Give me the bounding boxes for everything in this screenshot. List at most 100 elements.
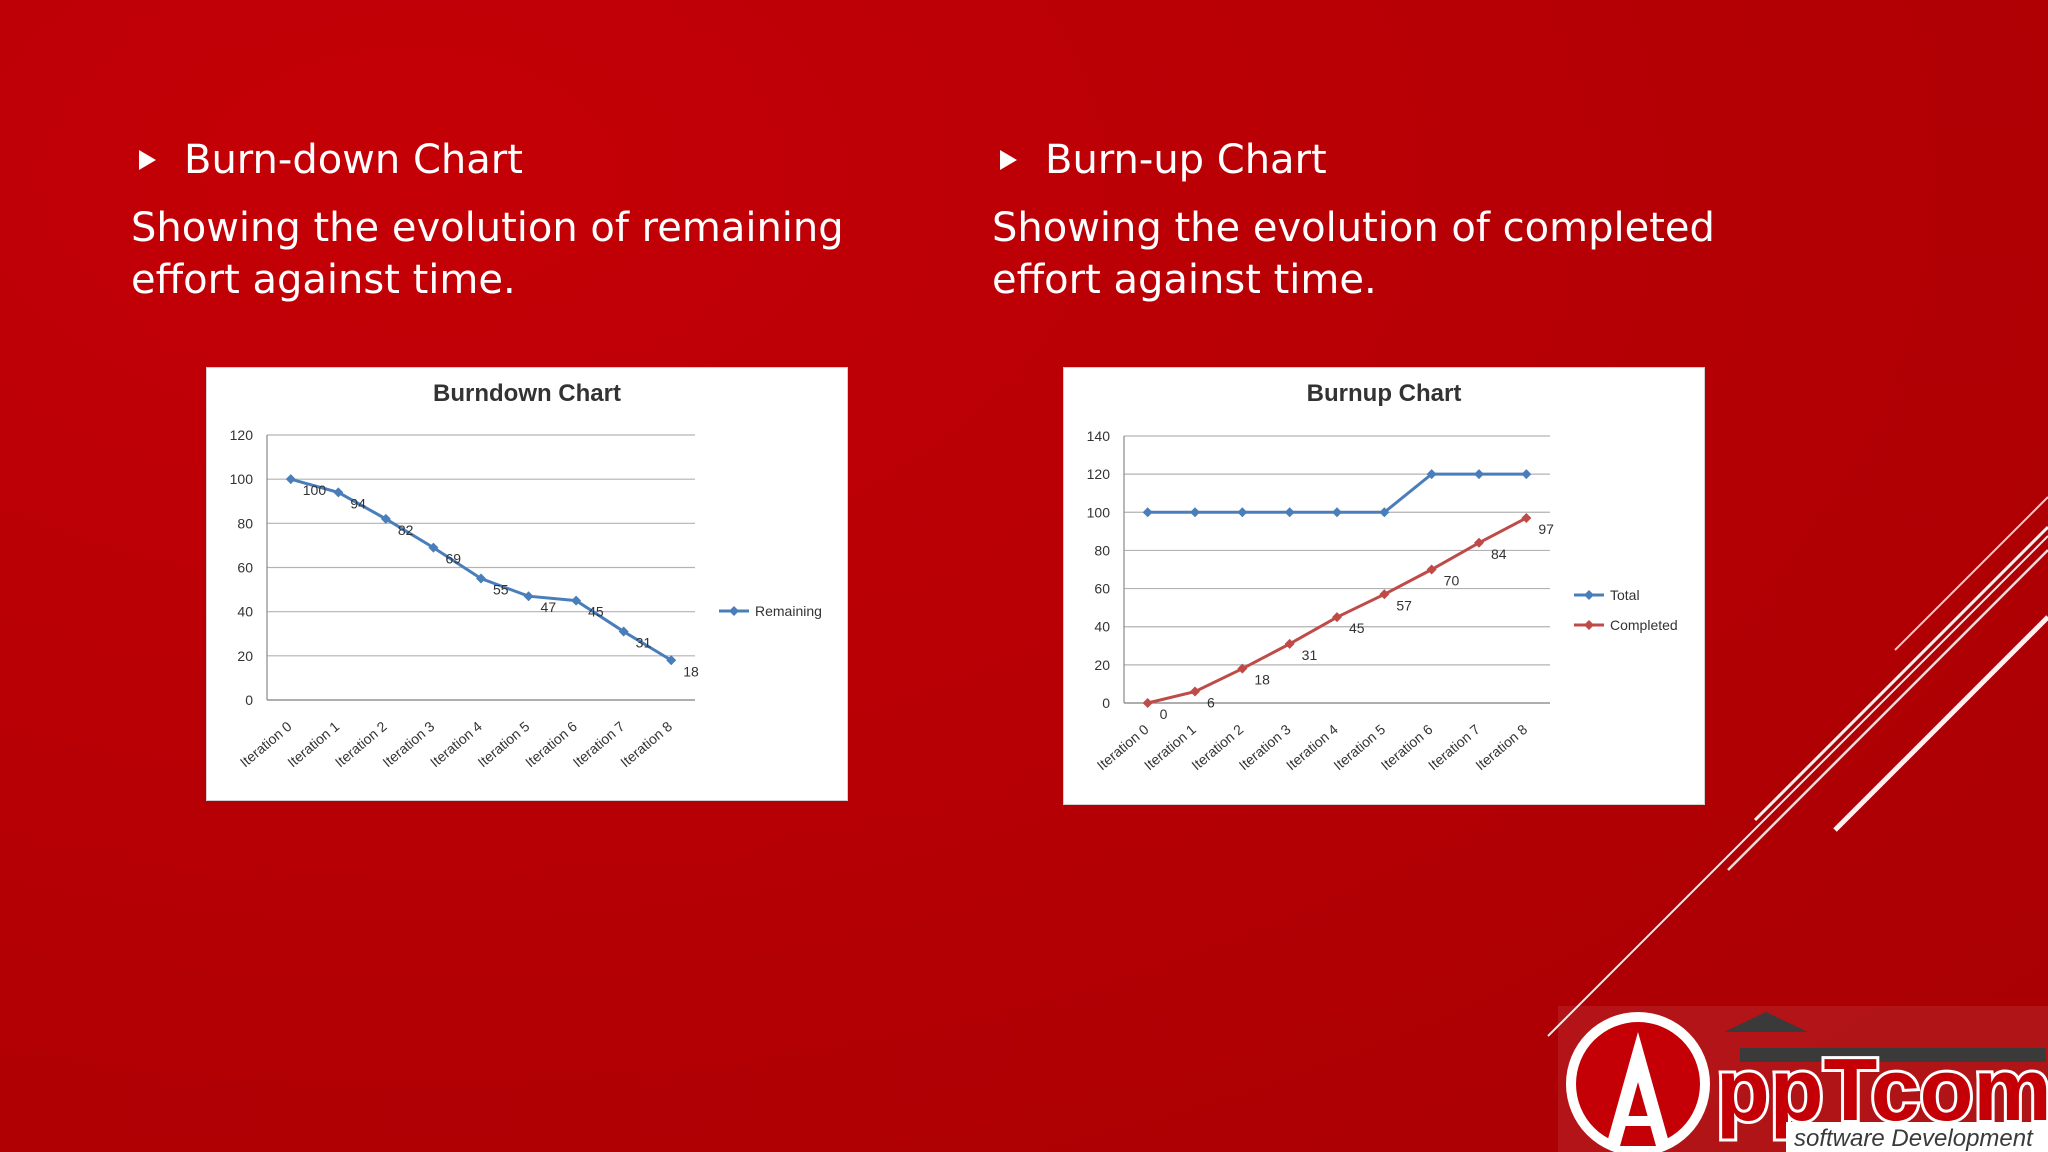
data-point	[666, 655, 677, 666]
x-tick-label: Iteration 0	[237, 718, 295, 770]
y-tick-label: 20	[237, 648, 253, 664]
x-tick-label: Iteration 1	[1141, 721, 1199, 773]
data-point	[1237, 507, 1248, 518]
data-label: 69	[445, 551, 461, 567]
data-label: 100	[303, 482, 327, 498]
data-point	[1521, 513, 1532, 524]
x-tick-label: Iteration 4	[427, 718, 485, 770]
x-tick-label: Iteration 8	[617, 718, 675, 770]
x-tick-label: Iteration 7	[1425, 721, 1483, 773]
x-tick-label: Iteration 0	[1094, 721, 1152, 773]
burnup-heading-text: Burn-up Chart	[1045, 137, 1327, 183]
legend-label: Total	[1610, 587, 1640, 603]
y-tick-label: 0	[245, 692, 253, 708]
data-label: 47	[541, 599, 557, 615]
y-tick-label: 80	[1094, 542, 1110, 558]
burndown-description: Showing the evolution of remaining effor…	[131, 205, 844, 303]
data-label: 82	[398, 522, 414, 538]
data-point	[1284, 638, 1295, 649]
data-point	[1190, 686, 1200, 697]
data-point	[1284, 507, 1295, 518]
x-tick-label: Iteration 1	[284, 718, 342, 770]
x-tick-label: Iteration 2	[1188, 721, 1246, 773]
data-point	[1379, 507, 1390, 518]
y-tick-label: 120	[1087, 466, 1111, 482]
y-tick-label: 60	[237, 560, 253, 576]
chart-title: Burnup Chart	[1307, 380, 1462, 407]
y-tick-label: 120	[230, 427, 254, 443]
data-label: 84	[1491, 546, 1507, 562]
x-tick-label: Iteration 6	[522, 718, 580, 770]
y-tick-label: 100	[1087, 504, 1111, 520]
data-point	[1332, 507, 1342, 518]
y-tick-label: 100	[230, 471, 254, 487]
burndown-heading-text: Burn-down Chart	[184, 137, 523, 183]
data-label: 18	[683, 663, 699, 679]
data-point	[1521, 469, 1532, 480]
data-point	[1474, 537, 1484, 548]
y-tick-label: 140	[1087, 428, 1111, 444]
legend-marker	[1584, 590, 1594, 600]
data-label: 31	[1302, 647, 1318, 663]
data-point	[428, 542, 439, 553]
data-point	[1426, 564, 1437, 575]
data-point	[1142, 698, 1153, 708]
data-point	[1237, 663, 1248, 674]
data-label: 94	[350, 495, 366, 511]
x-tick-label: Iteration 4	[1283, 721, 1341, 773]
burndown-heading: Burn-down Chart	[131, 128, 951, 192]
data-point	[1379, 589, 1390, 600]
x-tick-label: Iteration 7	[570, 718, 628, 770]
y-tick-label: 20	[1094, 657, 1110, 673]
series-line-remaining	[290, 477, 672, 662]
right-column: Burn-up Chart Showing the evolution of c…	[992, 128, 1772, 306]
data-label: 6	[1207, 695, 1215, 711]
series-line-completed	[1147, 516, 1528, 705]
burnup-chart: Burnup Chart 0 20 40 60 80 100 120 140 Iteration …	[1063, 367, 1705, 805]
legend-marker	[729, 606, 739, 616]
data-label: 45	[588, 604, 604, 620]
data-label: 57	[1396, 597, 1412, 613]
y-tick-label: 0	[1102, 695, 1110, 711]
burndown-chart: Burndown Chart 0 20 40 60 80 100 120 Iteration 0…	[206, 367, 848, 801]
legend-marker	[1584, 620, 1594, 630]
burnup-chart-svg: Burnup Chart020406080100120140Iteration …	[1087, 380, 1678, 773]
legend-label: Completed	[1610, 617, 1678, 633]
data-point	[380, 513, 391, 524]
x-tick-label: Iteration 5	[475, 718, 533, 770]
apptcom-logo: ppTcom software Development	[1558, 1006, 2048, 1152]
y-tick-label: 60	[1094, 581, 1110, 597]
x-tick-label: Iteration 3	[379, 718, 437, 770]
data-point	[285, 474, 296, 485]
left-column: Burn-down Chart Showing the evolution of…	[131, 128, 951, 306]
data-label: 31	[636, 635, 652, 651]
x-tick-label: Iteration 5	[1330, 721, 1388, 773]
logo-tagline: software Development	[1794, 1125, 2034, 1152]
x-tick-label: Iteration 2	[332, 718, 390, 770]
burndown-chart-svg: Burndown Chart 0 20 40 60 80 100 120 Iteration 0…	[230, 380, 822, 770]
data-label: 45	[1349, 620, 1365, 636]
legend-label: Remaining	[755, 603, 822, 619]
data-label: 70	[1444, 573, 1460, 589]
x-tick-label: Iteration 6	[1378, 721, 1436, 773]
chart-title: Burndown Chart	[433, 380, 621, 407]
data-point	[618, 626, 629, 637]
data-label: 18	[1254, 672, 1270, 688]
data-point	[1142, 507, 1153, 518]
data-point	[571, 595, 582, 606]
data-label: 0	[1160, 706, 1168, 722]
series-line-total	[1147, 472, 1527, 514]
y-tick-label: 80	[237, 515, 253, 531]
data-point	[1190, 507, 1200, 518]
data-point	[1426, 469, 1437, 480]
y-tick-label: 40	[237, 604, 253, 620]
data-label: 97	[1538, 521, 1554, 537]
x-tick-label: Iteration 3	[1236, 721, 1294, 773]
data-point	[1332, 612, 1342, 623]
bullet-arrow-icon	[1000, 150, 1017, 170]
data-label: 55	[493, 582, 509, 598]
burnup-heading: Burn-up Chart	[992, 128, 1772, 192]
data-point	[476, 573, 486, 584]
y-tick-label: 40	[1094, 619, 1110, 635]
